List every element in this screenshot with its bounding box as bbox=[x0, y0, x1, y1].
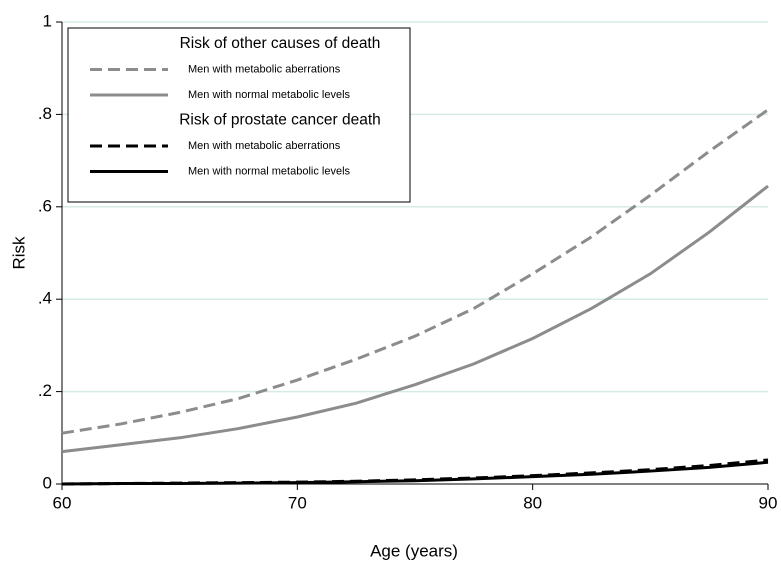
y-tick-label: 0 bbox=[43, 473, 52, 492]
legend-group-title: Risk of other causes of death bbox=[180, 35, 381, 52]
y-tick-label: 1 bbox=[43, 11, 52, 30]
legend-group-title: Risk of prostate cancer death bbox=[179, 112, 381, 129]
y-axis-label: Risk bbox=[9, 236, 28, 270]
y-tick-label: .2 bbox=[38, 381, 52, 400]
series-line bbox=[61, 460, 769, 486]
x-axis-label: Age (years) bbox=[370, 541, 458, 560]
series-line bbox=[61, 184, 769, 454]
legend-label: Men with normal metabolic levels bbox=[188, 165, 351, 177]
x-tick-label: 80 bbox=[523, 493, 542, 512]
legend-label: Men with metabolic aberrations bbox=[188, 63, 341, 75]
y-tick-label: .8 bbox=[38, 104, 52, 123]
series-line bbox=[61, 108, 769, 435]
y-tick-label: .4 bbox=[38, 289, 52, 308]
y-tick-label: .6 bbox=[38, 196, 52, 215]
legend-label: Men with normal metabolic levels bbox=[188, 89, 351, 101]
legend-label: Men with metabolic aberrations bbox=[188, 140, 341, 152]
x-tick-label: 90 bbox=[759, 493, 778, 512]
x-tick-label: 60 bbox=[53, 493, 72, 512]
x-tick-label: 70 bbox=[288, 493, 307, 512]
